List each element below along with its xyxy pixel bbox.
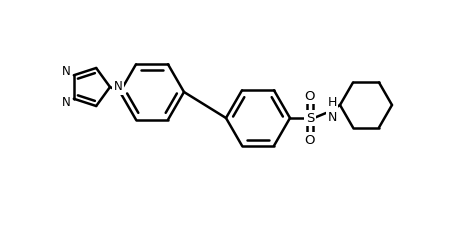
Text: H
N: H N <box>327 96 336 124</box>
Text: O: O <box>304 90 314 102</box>
Text: N: N <box>61 96 70 109</box>
Text: N: N <box>61 65 70 78</box>
Text: O: O <box>304 133 314 146</box>
Text: N: N <box>113 80 122 94</box>
Text: S: S <box>305 112 313 125</box>
